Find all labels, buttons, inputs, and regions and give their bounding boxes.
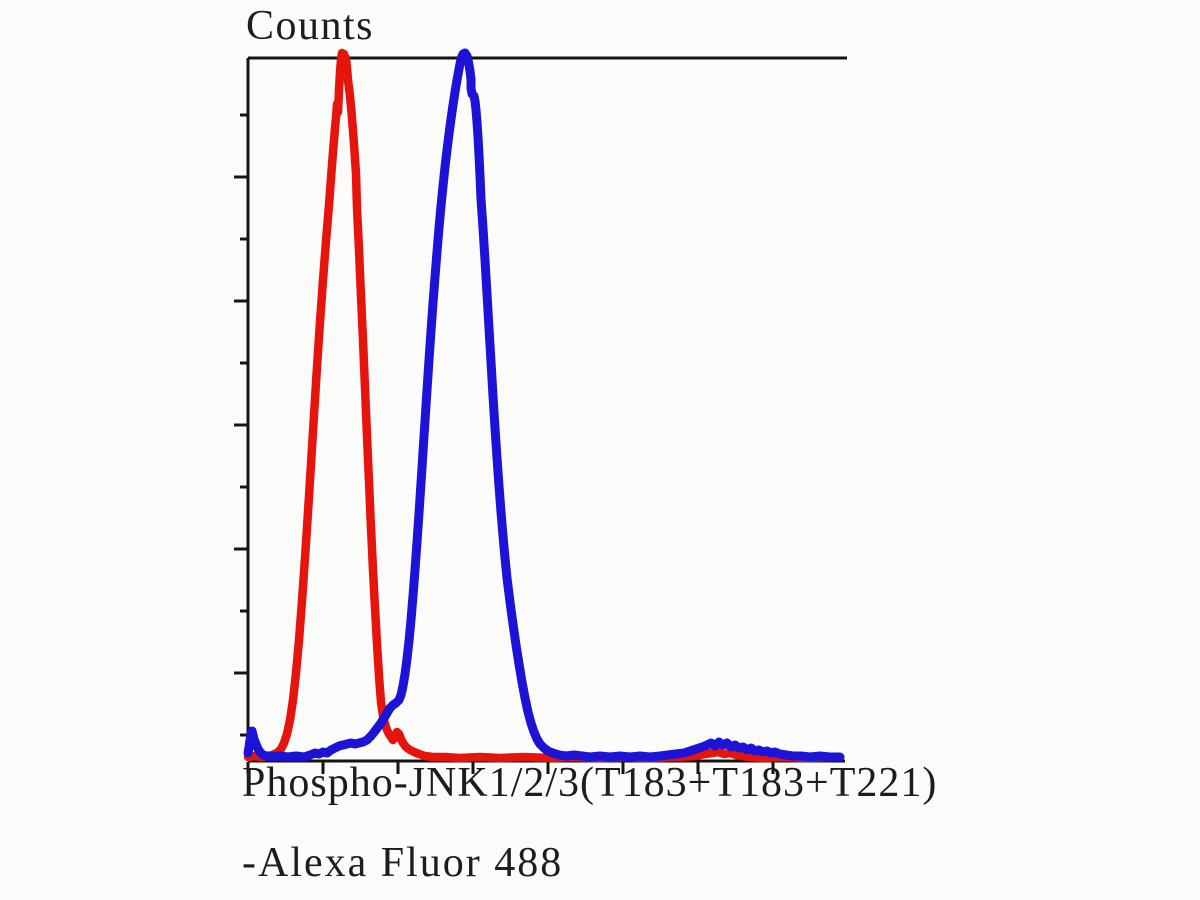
red-curve xyxy=(243,48,835,763)
x-axis-label-line1: Phospho-JNK1/2/3(T183+T183+T221) xyxy=(242,760,938,806)
blue-curve xyxy=(243,48,845,762)
x-axis-label-line2: -Alexa Fluor 488 xyxy=(242,840,564,886)
y-axis-title: Counts xyxy=(246,3,375,49)
